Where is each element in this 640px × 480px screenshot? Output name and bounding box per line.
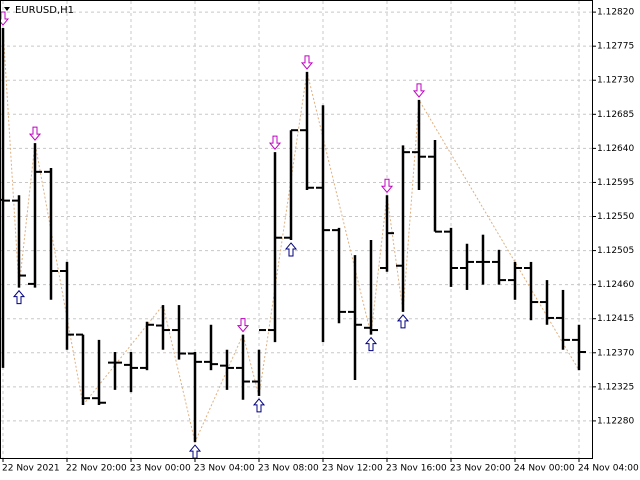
buy-arrow [364, 336, 378, 352]
y-tick-label: 1.12505 [597, 246, 634, 256]
y-tick-label: 1.12460 [597, 280, 634, 290]
y-tick-label: 1.12280 [597, 416, 634, 426]
x-tick-label: 24 Nov 00:00 [514, 464, 575, 474]
sell-arrow [412, 83, 426, 98]
x-tick-label: 22 Nov 2021 [2, 464, 60, 474]
y-tick-label: 1.12775 [597, 42, 634, 52]
chart-title: EURUSD,H1 [15, 5, 74, 16]
sell-arrow [380, 178, 394, 194]
y-tick-label: 1.12685 [597, 110, 634, 120]
sell-arrow [28, 126, 42, 141]
y-tick-label: 1.12640 [597, 144, 634, 154]
x-tick-label: 24 Nov 04:00 [578, 464, 639, 474]
x-tick-label: 23 Nov 08:00 [258, 464, 319, 474]
y-tick-label: 1.12415 [597, 314, 634, 324]
x-tick-label: 23 Nov 16:00 [386, 464, 447, 474]
x-tick-label: 23 Nov 00:00 [130, 464, 191, 474]
menu-triangle[interactable] [4, 7, 10, 11]
sell-arrow [236, 318, 250, 333]
x-tick-label: 23 Nov 20:00 [450, 464, 511, 474]
plot-frame [0, 0, 593, 459]
y-tick-label: 1.12370 [597, 348, 634, 358]
x-tick-label: 22 Nov 20:00 [66, 464, 127, 474]
sell-arrow [268, 135, 282, 150]
buy-arrow [12, 289, 26, 305]
y-tick-label: 1.12730 [597, 76, 634, 86]
buy-arrow [284, 242, 298, 257]
buy-arrow [252, 398, 266, 413]
y-tick-label: 1.12820 [597, 8, 634, 18]
sell-arrow [300, 55, 314, 70]
x-tick-label: 23 Nov 12:00 [322, 464, 383, 474]
zigzag-line [2, 27, 580, 444]
y-tick-label: 1.12325 [597, 382, 634, 392]
y-tick-label: 1.12595 [597, 178, 634, 188]
x-tick-label: 23 Nov 04:00 [194, 464, 255, 474]
y-tick-label: 1.12550 [597, 212, 634, 222]
buy-arrow [396, 314, 410, 329]
